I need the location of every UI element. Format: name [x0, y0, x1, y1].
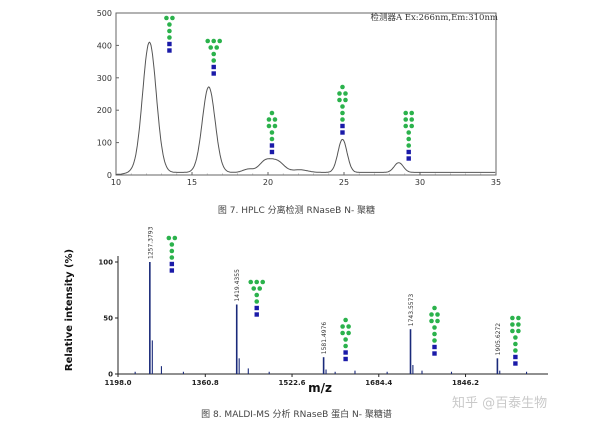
- hplc-y-tick-label: 100: [97, 139, 112, 148]
- ms-peaks: 1257.3793 1419.4355 1581.4976 1743.5573 1905…: [134, 226, 528, 374]
- hplc-glycan-man8: [337, 84, 348, 135]
- ms-glycan-structures: [166, 235, 521, 366]
- ms-axes: 1198.0 1360.8 1522.6 1684.4 1846.2 0 50 100: [98, 256, 548, 387]
- hplc-detector-legend: 检测器A Ex:266nm,Em:310nm: [370, 12, 498, 23]
- hplc-y-tick-label: 500: [97, 9, 112, 18]
- ms-x-tick-label: 1198.0: [104, 379, 131, 387]
- hplc-y-tick-label: 400: [97, 41, 112, 50]
- ms-glycan-man8: [429, 305, 440, 356]
- ms-glycan-man6: [248, 279, 266, 317]
- ms-glycan-man7: [340, 317, 351, 362]
- ms-glycan-man9: [510, 315, 521, 366]
- hplc-axes: 10 15 20 25 30 35 0 100 200 300 400 500: [97, 9, 501, 187]
- hplc-glycan-man6: [205, 38, 223, 76]
- ms-y-tick-label: 100: [98, 259, 113, 267]
- ms-glycan-man5: [166, 235, 178, 273]
- ms-x-tick-label: 1522.6: [279, 379, 306, 387]
- hplc-y-tick-label: 300: [97, 74, 112, 83]
- watermark: 知乎 @百泰生物: [452, 396, 548, 411]
- hplc-glycan-structures: [164, 15, 415, 161]
- hplc-chart: 10 15 20 25 30 35 0 100 200 300 400 500 检测器A Ex:266…: [97, 9, 501, 187]
- hplc-plot-frame: [115, 12, 497, 176]
- ms-peak-label: 1743.5573: [408, 294, 415, 327]
- hplc-glycan-man9: [403, 110, 415, 161]
- hplc-glycan-man5: [164, 15, 175, 53]
- hplc-x-tick-label: 30: [415, 178, 425, 187]
- hplc-glycan-man7: [266, 110, 278, 155]
- hplc-x-tick-label: 15: [187, 178, 197, 187]
- hplc-y-tick-label: 200: [97, 106, 112, 115]
- hplc-x-tick-label: 35: [491, 178, 501, 187]
- ms-y-axis-label: Relative intensity (%): [64, 249, 75, 371]
- ms-x-tick-label: 1360.8: [192, 379, 219, 387]
- ms-y-tick-label: 50: [103, 315, 113, 323]
- hplc-y-tick-label: 0: [107, 171, 112, 180]
- ms-peak-label: 1419.4355: [234, 269, 241, 302]
- hplc-x-tick-label: 25: [339, 178, 349, 187]
- ms-peak-label: 1581.4976: [321, 322, 328, 355]
- hplc-chromatogram-trace: [116, 41, 496, 175]
- hplc-figure-caption: 图 7. HPLC 分离检测 RNaseB N- 聚糖: [217, 206, 376, 216]
- ms-x-tick-label: 1846.2: [452, 379, 479, 387]
- hplc-x-tick-label: 20: [263, 178, 273, 187]
- maldi-figure-caption: 图 8. MALDI-MS 分析 RNaseB 蛋白 N- 聚糖谱: [201, 410, 392, 420]
- ms-peak-label: 1257.3793: [147, 226, 154, 259]
- ms-x-tick-label: 1684.4: [365, 379, 392, 387]
- ms-y-tick-label: 0: [108, 371, 113, 379]
- ms-peak-label: 1905.6272: [495, 323, 502, 356]
- ms-x-axis-label: m/z: [308, 381, 332, 395]
- maldi-ms-chart: 1198.0 1360.8 1522.6 1684.4 1846.2 0 50 100 125…: [64, 226, 548, 395]
- hplc-x-tick-label: 10: [111, 178, 121, 187]
